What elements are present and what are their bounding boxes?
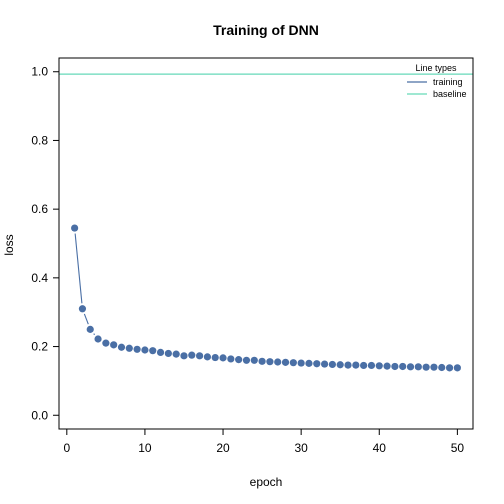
x-tick-label: 10 bbox=[138, 441, 152, 455]
training-point bbox=[430, 363, 438, 371]
training-segment bbox=[83, 313, 89, 325]
training-point bbox=[406, 363, 415, 371]
training-point bbox=[117, 343, 126, 351]
y-tick-label: 0.0 bbox=[31, 408, 48, 422]
training-point bbox=[125, 344, 133, 352]
training-line bbox=[74, 233, 96, 336]
x-tick-label: 20 bbox=[216, 441, 230, 455]
training-point bbox=[94, 335, 102, 343]
training-point bbox=[274, 358, 282, 366]
training-point bbox=[383, 362, 391, 370]
training-point bbox=[297, 359, 305, 367]
legend-title: Line types bbox=[415, 63, 457, 73]
legend-label: training bbox=[433, 77, 463, 87]
training-point bbox=[422, 363, 430, 371]
x-tick-label: 40 bbox=[373, 441, 387, 455]
training-point bbox=[227, 355, 235, 363]
training-point bbox=[133, 345, 141, 353]
training-point bbox=[320, 360, 329, 368]
training-point bbox=[235, 356, 243, 364]
y-tick-label: 1.0 bbox=[31, 65, 48, 79]
training-point bbox=[305, 359, 313, 367]
x-axis-title: epoch bbox=[250, 475, 283, 489]
y-axis-title: loss bbox=[2, 234, 16, 255]
training-point bbox=[164, 349, 172, 358]
training-point bbox=[149, 347, 157, 355]
training-point bbox=[141, 346, 149, 354]
x-axis: 0 10 20 30 40 50 bbox=[63, 429, 464, 455]
training-point bbox=[196, 352, 204, 360]
training-point bbox=[78, 305, 87, 313]
training-point bbox=[180, 352, 188, 360]
training-point bbox=[211, 353, 219, 362]
training-segment bbox=[74, 233, 83, 304]
training-point bbox=[71, 224, 79, 232]
training-point bbox=[414, 363, 422, 371]
legend-entries: training baseline bbox=[407, 77, 467, 99]
training-point bbox=[391, 362, 399, 371]
training-point bbox=[281, 358, 290, 366]
training-points bbox=[71, 224, 461, 372]
training-point bbox=[250, 356, 258, 364]
training-point bbox=[110, 341, 118, 349]
training-segment bbox=[93, 333, 96, 336]
training-point bbox=[188, 351, 196, 359]
training-point bbox=[242, 356, 251, 364]
training-point bbox=[156, 348, 165, 356]
y-tick-label: 0.6 bbox=[31, 202, 48, 216]
plot-frame bbox=[58, 57, 474, 430]
training-point bbox=[203, 353, 212, 361]
training-point bbox=[399, 362, 407, 371]
training-point bbox=[445, 364, 454, 372]
training-point bbox=[367, 361, 376, 370]
training-point bbox=[313, 360, 321, 368]
training-point bbox=[375, 362, 383, 370]
y-tick-label: 0.2 bbox=[31, 340, 48, 354]
y-tick-label: 0.8 bbox=[31, 133, 48, 147]
legend-label: baseline bbox=[433, 89, 467, 99]
training-point bbox=[172, 350, 180, 358]
x-tick-label: 50 bbox=[451, 441, 465, 455]
y-axis: 0.0 0.2 0.4 0.6 0.8 1.0 bbox=[31, 65, 59, 422]
training-point bbox=[438, 363, 446, 372]
training-point bbox=[453, 364, 461, 372]
x-tick-label: 30 bbox=[294, 441, 308, 455]
training-point bbox=[328, 360, 336, 369]
chart-title: Training of DNN bbox=[213, 22, 319, 38]
training-point bbox=[102, 339, 110, 347]
training-point bbox=[360, 361, 368, 370]
training-point bbox=[219, 354, 227, 362]
training-point bbox=[258, 357, 266, 365]
training-point bbox=[336, 361, 344, 369]
training-point bbox=[352, 361, 360, 369]
x-tick-label: 0 bbox=[63, 441, 70, 455]
training-point bbox=[289, 359, 297, 367]
training-point bbox=[266, 358, 274, 366]
y-tick-label: 0.4 bbox=[31, 271, 48, 285]
legend: Line types training baseline bbox=[407, 63, 467, 99]
training-point bbox=[86, 325, 94, 333]
training-point bbox=[344, 361, 352, 369]
